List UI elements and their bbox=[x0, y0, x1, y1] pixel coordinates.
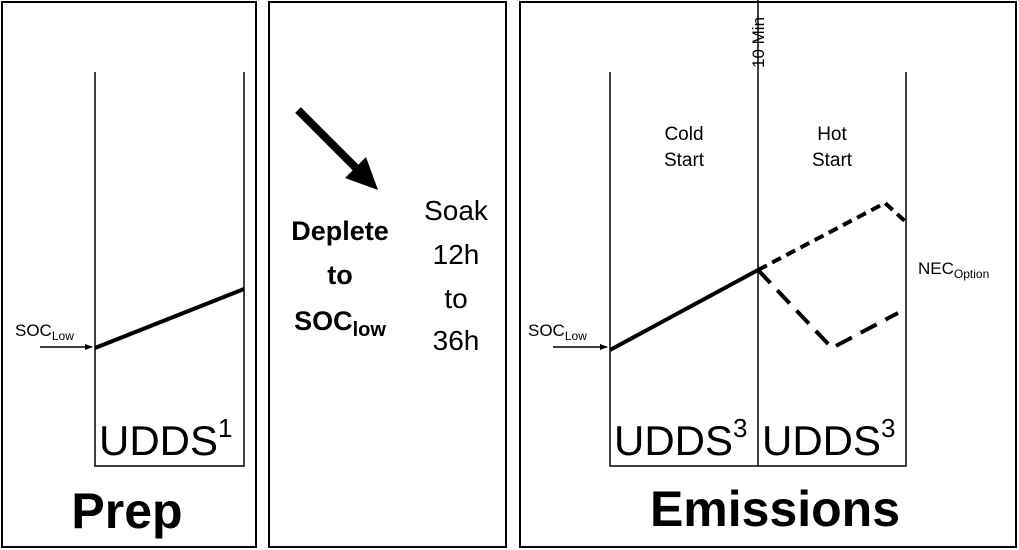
cycle-label: UDDS3 bbox=[614, 413, 747, 464]
cycle-label: UDDS1 bbox=[99, 413, 232, 464]
deplete-text: SOClow bbox=[294, 306, 386, 341]
cycle-label: UDDS3 bbox=[762, 413, 895, 464]
soc-line bbox=[609, 268, 759, 352]
phase-label: Start bbox=[664, 150, 705, 171]
phase-label: Start bbox=[812, 150, 853, 171]
panel-title: Emissions bbox=[650, 481, 900, 537]
soak-text: 36h bbox=[433, 325, 480, 356]
arrow-head bbox=[345, 157, 378, 190]
marker-label: 10 Min bbox=[749, 17, 768, 68]
panel-title: Prep bbox=[71, 483, 182, 539]
phase-label: Hot bbox=[817, 124, 847, 145]
dashed-path bbox=[756, 268, 899, 351]
soak-text: Soak bbox=[424, 195, 489, 226]
nec-label: NECOption bbox=[918, 259, 989, 281]
soc-label: SOCLow bbox=[528, 321, 587, 343]
emissions-panel bbox=[519, 1, 1017, 548]
soc-line bbox=[94, 287, 245, 350]
deplete-text: Deplete bbox=[291, 216, 389, 246]
prep-box bbox=[94, 72, 245, 467]
soak-text: to bbox=[444, 283, 467, 314]
prep-panel bbox=[1, 1, 257, 548]
soak-text: 12h bbox=[433, 239, 480, 270]
deplete-text: to bbox=[327, 260, 352, 290]
dashed-path bbox=[757, 200, 908, 272]
soc-label: SOCLow bbox=[15, 321, 74, 343]
deplete-arrow bbox=[295, 107, 365, 177]
soak-panel bbox=[268, 1, 507, 548]
phase-label: Cold bbox=[664, 124, 703, 145]
